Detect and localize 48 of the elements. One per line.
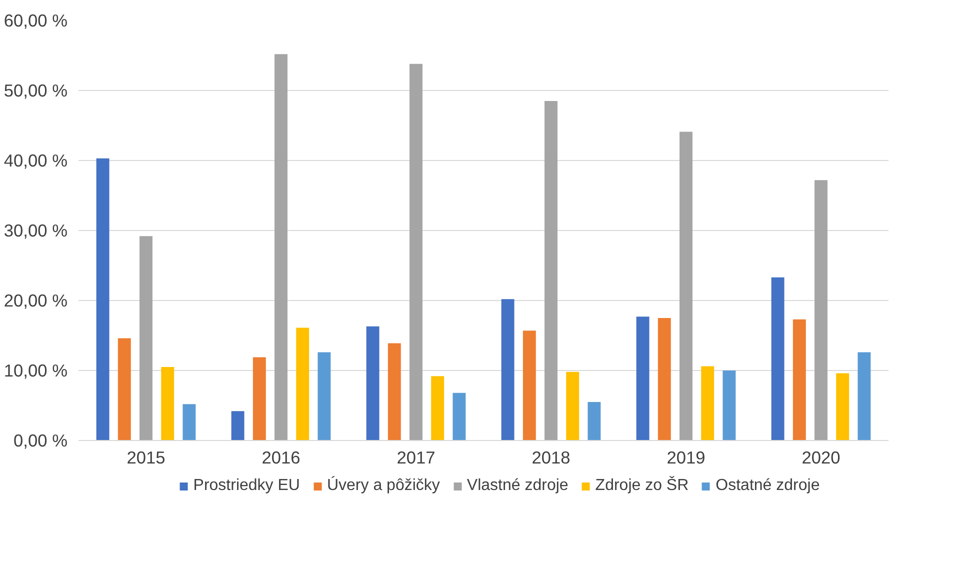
bar [566,372,580,440]
legend-label: Ostatné zdroje [716,477,820,495]
bar [658,318,671,440]
bar [231,411,244,440]
bar [522,330,536,440]
bar [182,404,196,440]
x-tick-label: 2017 [396,448,436,468]
bar [792,319,806,440]
y-tick-label: 50,00 % [4,80,68,100]
bar [636,316,650,440]
bar [410,64,422,440]
bar [544,101,558,440]
y-tick-label: 30,00 % [4,220,68,240]
x-tick-label: 2020 [802,448,840,468]
y-tick-label: 10,00 % [4,360,68,380]
y-tick-label: 60,00 % [4,10,68,30]
bar [274,54,288,440]
bar [836,373,850,440]
bar [140,236,152,440]
legend-label: Úvery a pôžičky [326,477,440,495]
bar [118,338,131,440]
bar [771,277,784,440]
bar [680,132,692,440]
bar [452,392,466,440]
bar [431,376,444,440]
bar [252,357,266,440]
bar [701,366,714,440]
legend-label: Vlastné zdroje [466,477,568,495]
bar [161,367,174,440]
y-tick-label: 0,00 % [14,430,68,450]
bar [722,370,736,440]
legend-label: Zdroje zo ŠR [595,477,689,495]
y-tick-label: 20,00 % [4,290,68,310]
bar [296,328,310,440]
y-tick-label: 40,00 % [4,150,68,170]
bar [588,402,601,440]
x-tick-label: 2015 [126,448,166,468]
bar [318,352,331,440]
x-tick-label: 2019 [666,448,706,468]
bar [96,158,110,440]
bar [388,343,401,440]
x-tick-label: 2018 [532,448,570,468]
legend-label: Prostriedky EU [193,477,300,495]
x-tick-label: 2016 [262,448,300,468]
bar [366,326,380,440]
bar [858,352,871,440]
bar [501,299,514,440]
bar [814,180,828,440]
